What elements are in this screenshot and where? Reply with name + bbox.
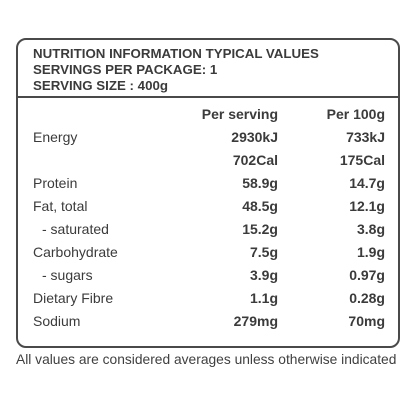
column-header-per-serving: Per serving <box>201 106 278 122</box>
panel-title: NUTRITION INFORMATION TYPICAL VALUES <box>33 46 319 61</box>
per-100g-value: 0.97g <box>349 267 385 283</box>
per-100g-value: 1.9g <box>356 244 385 260</box>
per-serving-value: 58.9g <box>242 175 278 191</box>
table-row-sodium: Sodium 279mg 70mg <box>18 310 398 333</box>
per-100g-value: 733kJ <box>346 129 385 145</box>
per-serving-value: 15.2g <box>242 221 278 237</box>
per-serving-value: 3.9g <box>249 267 278 283</box>
table-row-protein: Protein 58.9g 14.7g <box>18 172 398 195</box>
per-100g-value: 0.28g <box>349 290 385 306</box>
per-100g-value: 3.8g <box>356 221 385 237</box>
table-row-energy-cal: 702Cal 175Cal <box>18 149 398 172</box>
footnote: All values are considered averages unles… <box>16 352 397 367</box>
panel-header: NUTRITION INFORMATION TYPICAL VALUES SER… <box>18 40 398 98</box>
per-100g-value: 175Cal <box>339 152 385 168</box>
per-100g-value: 12.1g <box>349 198 385 214</box>
per-serving-value: 2930kJ <box>231 129 278 145</box>
per-serving-value: 48.5g <box>242 198 278 214</box>
table-row-sugars: - sugars 3.9g 0.97g <box>18 264 398 287</box>
nutrition-panel: NUTRITION INFORMATION TYPICAL VALUES SER… <box>16 38 400 348</box>
nutrient-label: Fat, total <box>33 198 88 214</box>
per-serving-value: 1.1g <box>249 290 278 306</box>
table-row-carbohydrate: Carbohydrate 7.5g 1.9g <box>18 241 398 264</box>
nutrient-label: - sugars <box>42 267 93 283</box>
nutrient-label: Protein <box>33 175 78 191</box>
per-100g-value: 70mg <box>348 313 385 329</box>
per-serving-value: 7.5g <box>249 244 278 260</box>
per-serving-value: 279mg <box>233 313 278 329</box>
serving-size: SERVING SIZE : 400g <box>33 78 168 93</box>
table-row-dietary-fibre: Dietary Fibre 1.1g 0.28g <box>18 287 398 310</box>
per-100g-value: 14.7g <box>349 175 385 191</box>
table-row-energy-kj: Energy 2930kJ 733kJ <box>18 126 398 149</box>
table-row-saturated: - saturated 15.2g 3.8g <box>18 218 398 241</box>
servings-per-package: SERVINGS PER PACKAGE: 1 <box>33 62 218 77</box>
per-serving-value: 702Cal <box>232 152 278 168</box>
nutrient-label: Energy <box>33 129 78 145</box>
nutrient-label: - saturated <box>42 221 109 237</box>
nutrient-label: Sodium <box>33 313 81 329</box>
column-header-per-100g: Per 100g <box>326 106 385 122</box>
nutrient-label: Carbohydrate <box>33 244 118 260</box>
nutrient-label: Dietary Fibre <box>33 290 114 306</box>
column-headers: Per serving Per 100g <box>18 103 398 126</box>
table-row-fat-total: Fat, total 48.5g 12.1g <box>18 195 398 218</box>
